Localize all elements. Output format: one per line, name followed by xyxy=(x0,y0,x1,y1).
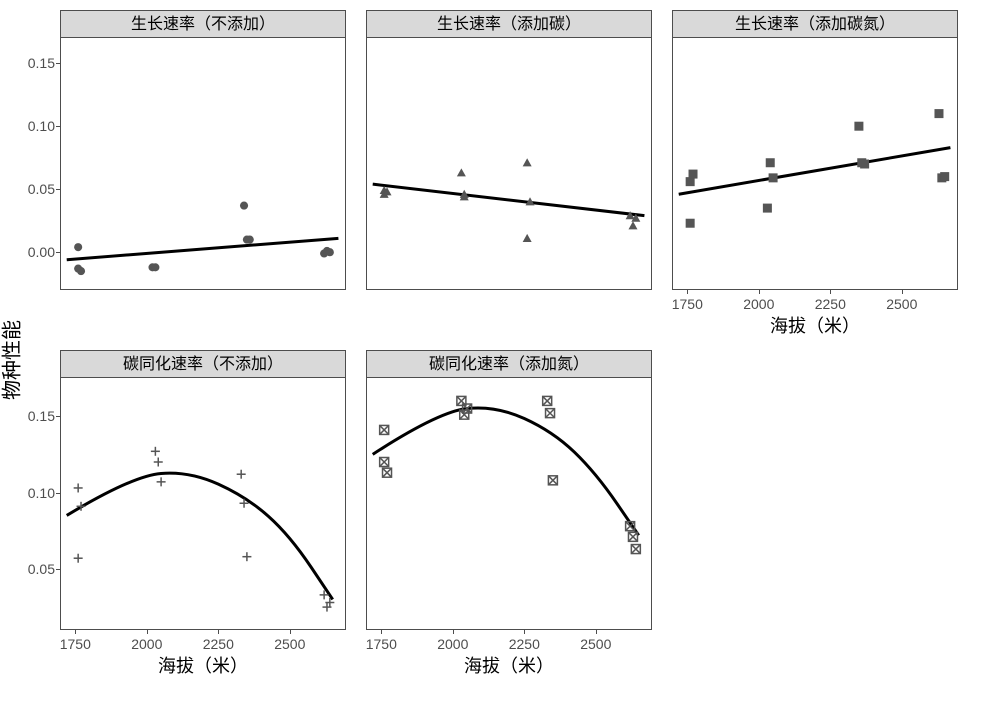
plot-region: 0.050.100.151750200022502500 xyxy=(60,378,346,630)
x-tick-label: 2250 xyxy=(815,296,846,312)
x-tick-label: 2000 xyxy=(743,296,774,312)
panel-title: 碳同化速率（添加氮） xyxy=(366,350,652,378)
panel-p1: 生长速率（不添加）0.000.050.100.15 xyxy=(60,10,346,290)
x-tick-label: 2250 xyxy=(509,636,540,652)
x-tick-label: 1750 xyxy=(672,296,703,312)
x-axis-label: 海拔（米） xyxy=(366,652,652,678)
panel-title: 生长速率（添加碳氮） xyxy=(672,10,958,38)
panel-p3: 生长速率（添加碳氮）1750200022502500海拔（米） xyxy=(672,10,958,338)
x-tick-label: 2500 xyxy=(274,636,305,652)
x-tick-label: 1750 xyxy=(60,636,91,652)
x-axis-label: 海拔（米） xyxy=(60,652,346,678)
panel-p2: 生长速率（添加碳） xyxy=(366,10,652,290)
chart-area: 生长速率（不添加）0.000.050.100.15 生长速率（添加碳） 生长速率（添… xyxy=(60,10,980,700)
y-axis-label: 物种性能 xyxy=(0,320,25,400)
panel-p4: 碳同化速率（不添加）0.050.100.151750200022502500 海拔… xyxy=(60,350,346,678)
x-tick-label: 2500 xyxy=(886,296,917,312)
x-tick-label: 2500 xyxy=(580,636,611,652)
plot-region: 1750200022502500 xyxy=(672,38,958,290)
plot-region xyxy=(366,38,652,290)
panel-title: 生长速率（不添加） xyxy=(60,10,346,38)
x-tick-label: 1750 xyxy=(366,636,397,652)
x-tick-label: 2000 xyxy=(131,636,162,652)
x-axis-label: 海拔（米） xyxy=(672,312,958,338)
x-tick-label: 2250 xyxy=(203,636,234,652)
x-tick-label: 2000 xyxy=(437,636,468,652)
panel-title: 碳同化速率（不添加） xyxy=(60,350,346,378)
plot-region: 1750200022502500 xyxy=(366,378,652,630)
panel-p5: 碳同化速率（添加氮）1750200022502500海拔（米） xyxy=(366,350,652,678)
plot-region: 0.000.050.100.15 xyxy=(60,38,346,290)
panel-title: 生长速率（添加碳） xyxy=(366,10,652,38)
